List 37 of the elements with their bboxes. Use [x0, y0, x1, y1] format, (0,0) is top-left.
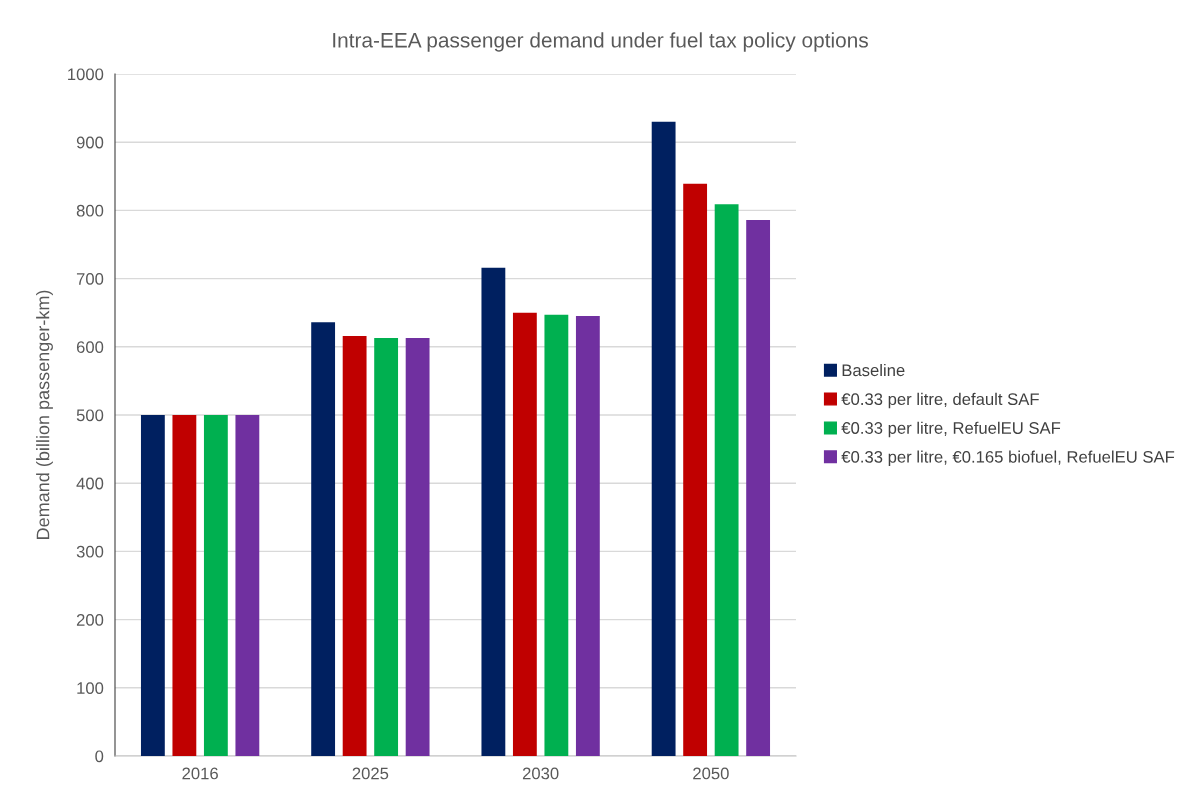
chart-title: Intra-EEA passenger demand under fuel tax policy options	[333, 32, 868, 52]
legend-label: €0.33 per litre, default SAF	[841, 392, 1039, 409]
y-tick-label: 0	[95, 750, 104, 763]
x-tick-label: 2025	[352, 767, 389, 780]
x-tick-label: 2030	[522, 767, 559, 780]
y-tick-label: 900	[76, 136, 104, 149]
bar	[651, 121, 676, 756]
y-tick-label: 400	[76, 477, 104, 490]
y-tick-label: 700	[76, 273, 104, 285]
bar	[512, 312, 537, 756]
y-tick-label: 200	[76, 614, 104, 626]
bar	[203, 415, 228, 756]
bar	[714, 204, 739, 756]
bar	[575, 316, 600, 756]
y-tick-label: 500	[76, 409, 104, 422]
y-tick-label: 100	[77, 682, 104, 694]
x-tick-label: 2016	[182, 767, 218, 780]
bar	[481, 267, 506, 756]
bar	[544, 314, 569, 756]
bar	[235, 415, 260, 756]
bar	[405, 337, 430, 756]
x-tick-label: 2050	[693, 767, 729, 780]
legend-label: €0.33 per litre, €0.165 biofuel, RefuelEU SAF	[841, 450, 1175, 467]
y-axis-title: Demand (billion passenger-km)	[36, 290, 53, 539]
bar	[683, 183, 708, 756]
y-tick-label: 300	[76, 545, 104, 558]
y-tick-label: 600	[76, 341, 104, 353]
bar	[311, 322, 336, 756]
bar	[172, 415, 197, 756]
legend-label: Baseline	[842, 363, 905, 377]
y-tick-label: 800	[76, 204, 104, 217]
y-tick-label: 1000	[68, 68, 104, 81]
bar	[746, 219, 771, 756]
bar	[140, 415, 165, 756]
bar	[342, 335, 367, 756]
legend-label: €0.33 per litre, RefuelEU SAF	[841, 421, 1061, 438]
bar	[374, 337, 399, 756]
